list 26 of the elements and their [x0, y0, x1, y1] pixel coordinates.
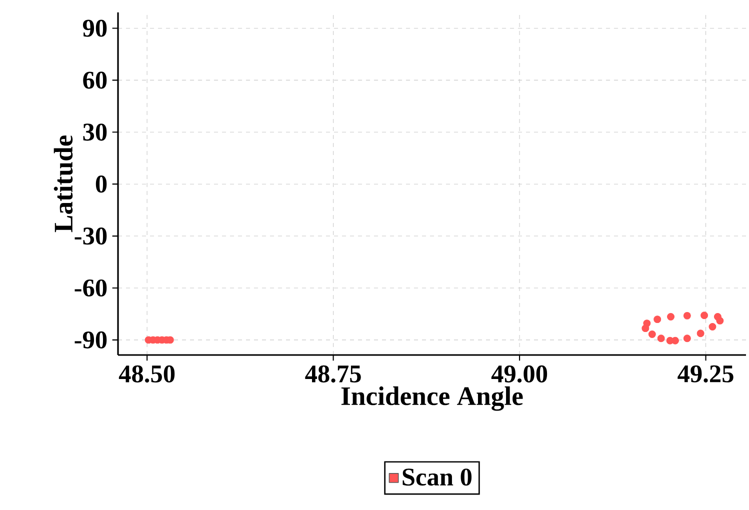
point — [696, 330, 704, 338]
legend-label: Scan 0 — [402, 468, 472, 486]
x-tick-label: 49.00 — [491, 365, 548, 383]
point — [642, 324, 650, 332]
y-tick-label: 0 — [96, 176, 107, 193]
point — [648, 330, 656, 338]
point — [714, 312, 722, 320]
y-tick-label: 90 — [82, 20, 107, 37]
x-tick-label: 48.50 — [118, 365, 175, 383]
point — [657, 334, 665, 342]
point — [708, 323, 716, 330]
point — [654, 316, 662, 324]
y-axis-title: Latitude — [54, 135, 73, 232]
y-tick-label: 30 — [83, 124, 107, 141]
point — [683, 312, 691, 320]
point — [700, 312, 708, 320]
y-tick-label: -60 — [74, 279, 107, 297]
x-tick-label: 49.25 — [678, 365, 734, 383]
y-tick-label: -90 — [74, 331, 107, 348]
point — [667, 312, 674, 320]
point — [683, 334, 691, 342]
point — [666, 336, 674, 344]
x-tick-label: 48.75 — [305, 365, 361, 383]
y-tick-label: 60 — [83, 72, 107, 89]
x-axis-title: Incidence Angle — [341, 386, 523, 411]
y-tick-label: -30 — [74, 228, 107, 245]
